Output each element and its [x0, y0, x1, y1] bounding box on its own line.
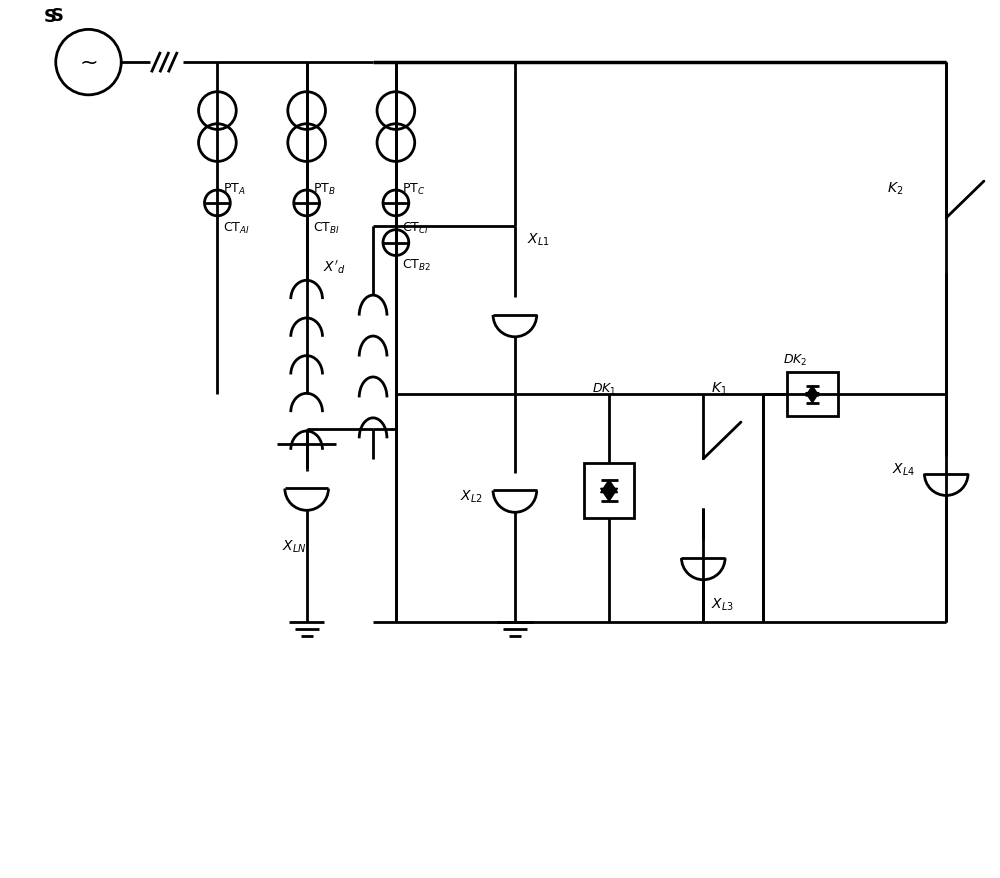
Text: PT$_\mathit{C}$: PT$_\mathit{C}$ — [402, 182, 425, 197]
Text: $DK_1$: $DK_1$ — [592, 382, 616, 397]
Text: PT$_\mathit{A}$: PT$_\mathit{A}$ — [223, 182, 246, 197]
Bar — [584, 464, 634, 519]
Text: S: S — [51, 7, 64, 25]
Text: ~: ~ — [79, 53, 98, 73]
Text: $K_1$: $K_1$ — [711, 380, 728, 397]
Text: $X_{L1}$: $X_{L1}$ — [527, 232, 550, 248]
Polygon shape — [806, 393, 819, 403]
Text: $X_{L4}$: $X_{L4}$ — [892, 461, 915, 478]
Text: PT$_\mathit{B}$: PT$_\mathit{B}$ — [313, 182, 335, 197]
Bar — [787, 373, 838, 417]
Polygon shape — [601, 480, 618, 493]
Text: $X'_d$: $X'_d$ — [323, 258, 345, 276]
Text: $DK_2$: $DK_2$ — [783, 352, 807, 367]
Polygon shape — [601, 489, 618, 501]
Polygon shape — [806, 386, 819, 397]
Text: $X_{LN}$: $X_{LN}$ — [282, 538, 307, 555]
Text: S: S — [44, 9, 57, 26]
Text: $X_{L2}$: $X_{L2}$ — [460, 487, 483, 504]
Text: $K_2$: $K_2$ — [887, 180, 903, 197]
Text: CT$_\mathit{B2}$: CT$_\mathit{B2}$ — [402, 257, 431, 272]
Text: CT$_\mathit{AI}$: CT$_\mathit{AI}$ — [223, 220, 250, 235]
Text: CT$_\mathit{CI}$: CT$_\mathit{CI}$ — [402, 220, 429, 235]
Text: CT$_\mathit{BI}$: CT$_\mathit{BI}$ — [313, 220, 339, 235]
Text: $X_{L3}$: $X_{L3}$ — [711, 596, 734, 612]
